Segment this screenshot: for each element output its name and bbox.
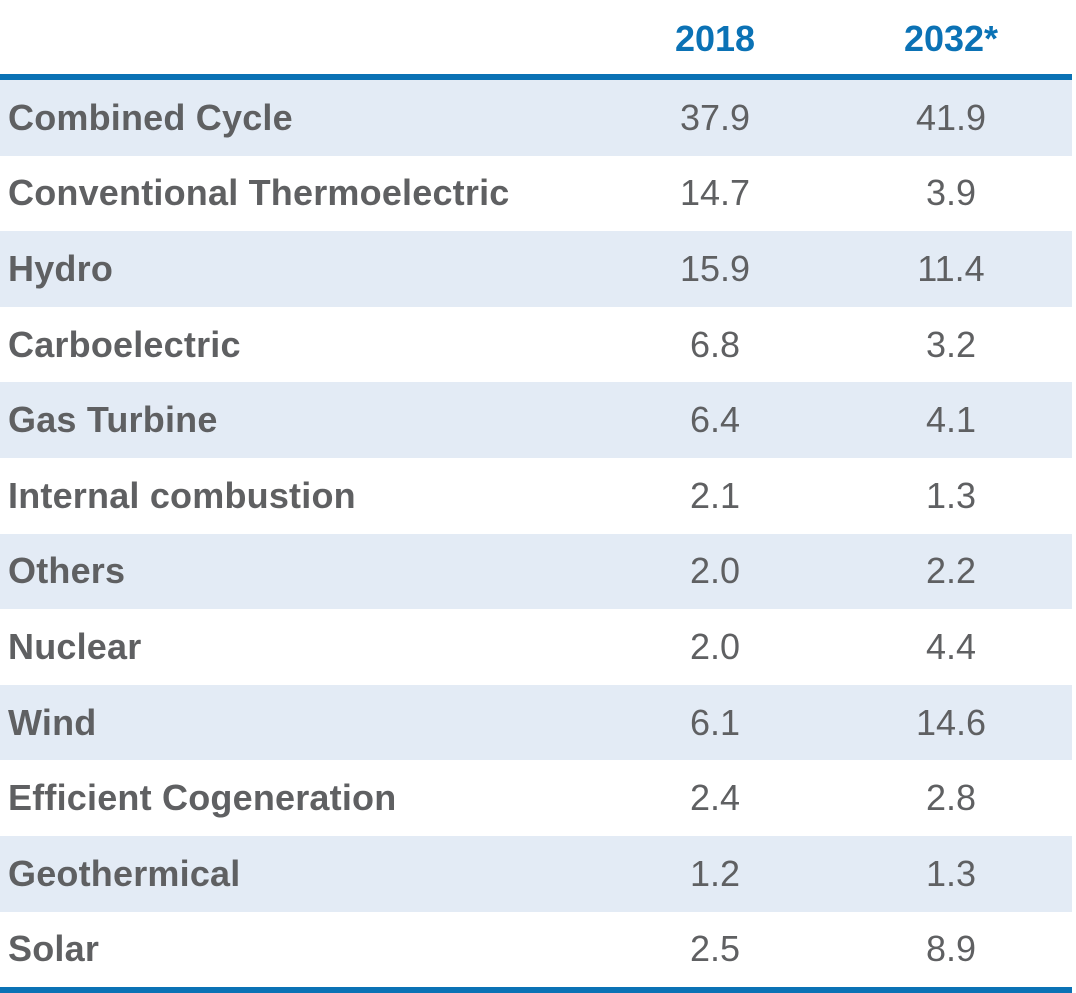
row-label: Gas Turbine (8, 399, 218, 441)
table-row: Carboelectric 6.8 3.2 (0, 307, 1072, 383)
value-2032: 8.9 (925, 928, 977, 970)
row-label: Nuclear (8, 625, 142, 667)
value-2018: 37.9 (679, 96, 751, 138)
table-row: Conventional Thermoelectric 14.7 3.9 (0, 156, 1072, 232)
table-row: Internal combustion 2.1 1.3 (0, 458, 1072, 534)
row-label: Combined Cycle (8, 96, 293, 138)
table-header-row: 2018 2032* (0, 0, 1072, 74)
value-2018: 2.0 (689, 625, 741, 667)
value-2032: 1.3 (925, 474, 977, 516)
value-2018: 2.1 (689, 474, 741, 516)
value-2018: 6.1 (689, 701, 741, 743)
value-2018: 15.9 (679, 247, 751, 289)
value-2018: 2.4 (689, 777, 741, 819)
table-row: Combined Cycle 37.9 41.9 (0, 80, 1072, 156)
value-2032: 41.9 (915, 96, 987, 138)
value-2018: 6.8 (689, 323, 741, 365)
row-label: Internal combustion (8, 474, 356, 516)
value-2032: 2.8 (925, 777, 977, 819)
value-2032: 4.1 (925, 399, 977, 441)
table-row: Gas Turbine 6.4 4.1 (0, 382, 1072, 458)
row-label: Carboelectric (8, 323, 241, 365)
row-label: Conventional Thermoelectric (8, 172, 510, 214)
row-label: Efficient Cogeneration (8, 777, 397, 819)
table-row: Efficient Cogeneration 2.4 2.8 (0, 760, 1072, 836)
value-2018: 14.7 (679, 172, 751, 214)
value-2032: 1.3 (925, 852, 977, 894)
value-2018: 6.4 (689, 399, 741, 441)
value-2018: 2.0 (689, 550, 741, 592)
table-row: Hydro 15.9 11.4 (0, 231, 1072, 307)
header-2032: 2032* (903, 18, 999, 59)
table-row: Solar 2.5 8.9 (0, 912, 1072, 988)
value-2018: 1.2 (689, 852, 741, 894)
row-label: Hydro (8, 247, 114, 289)
value-2032: 14.6 (915, 701, 987, 743)
value-2032: 4.4 (925, 625, 977, 667)
table-row: Others 2.0 2.2 (0, 533, 1072, 610)
row-label: Others (8, 550, 126, 592)
value-2018: 2.5 (689, 928, 741, 970)
row-label: Geothermical (8, 852, 241, 894)
header-2018: 2018 (674, 18, 756, 59)
row-label: Solar (8, 928, 100, 970)
row-label: Wind (8, 701, 97, 743)
value-2032: 11.4 (917, 247, 985, 289)
footer-divider (0, 987, 1072, 993)
table-row: Wind 6.1 14.6 (0, 684, 1072, 761)
header-divider (0, 74, 1072, 80)
value-2032: 2.2 (925, 550, 977, 592)
table-row: Geothermical 1.2 1.3 (0, 835, 1072, 912)
table-row: Nuclear 2.0 4.4 (0, 609, 1072, 685)
value-2032: 3.9 (925, 172, 977, 214)
header-label-cell (0, 35, 600, 39)
value-2032: 3.2 (925, 323, 977, 365)
